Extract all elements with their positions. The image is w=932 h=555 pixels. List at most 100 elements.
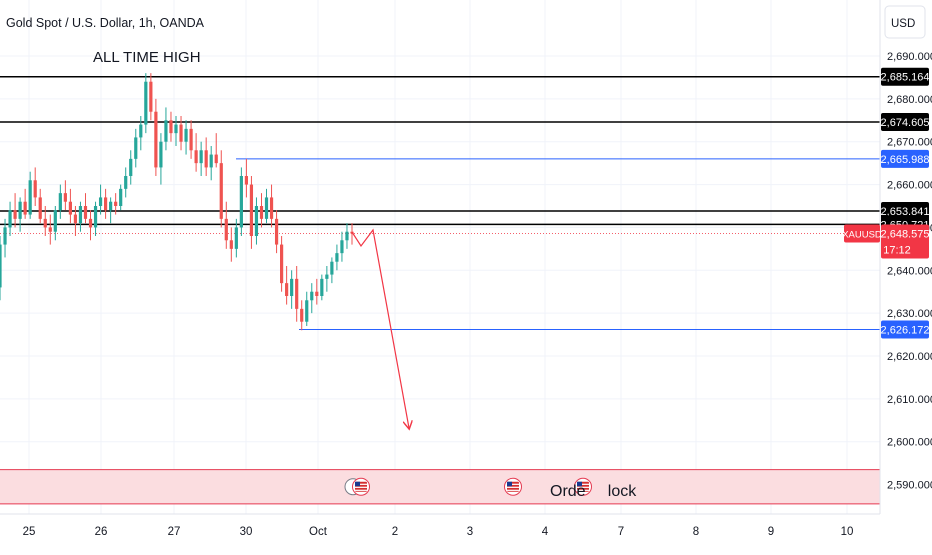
currency-button-label[interactable]: USD xyxy=(891,18,915,30)
candle-body xyxy=(295,279,298,309)
candle-body xyxy=(169,120,172,133)
last-price-tag-countdown: 17:12 xyxy=(883,245,911,257)
candle-body xyxy=(310,292,313,301)
candle-body xyxy=(109,202,112,211)
time-tick-label: 3 xyxy=(467,526,473,538)
candle-body xyxy=(290,279,293,296)
candle-body xyxy=(184,129,187,142)
candle-body xyxy=(119,189,122,206)
candle-body xyxy=(39,197,42,218)
order-block-label: Orde lock xyxy=(550,483,637,500)
candle-body xyxy=(94,206,97,227)
candle-body xyxy=(159,142,162,168)
price-tick-label: 2,670.000 xyxy=(887,137,932,149)
flag-icon-stripe xyxy=(355,487,367,488)
candle-body xyxy=(154,112,157,168)
candle-body xyxy=(164,120,167,141)
candle-body xyxy=(84,206,87,219)
time-tick-label: 26 xyxy=(95,526,108,538)
candle-body xyxy=(220,163,223,219)
candle-body xyxy=(300,309,303,322)
candle-body xyxy=(195,150,198,163)
symbol-title: Gold Spot / U.S. Dollar, 1h, OANDA xyxy=(6,16,205,30)
flag-icon-canton xyxy=(355,482,360,487)
candle-body xyxy=(3,227,6,244)
candle-body xyxy=(74,215,77,224)
candle-body xyxy=(104,197,107,210)
candle-body xyxy=(34,180,37,197)
candle-body xyxy=(13,210,16,219)
level-price-tag-label: 2,665.988 xyxy=(881,154,930,166)
candle-body xyxy=(280,245,283,284)
flag-icon-canton xyxy=(507,482,512,487)
candle-body xyxy=(235,227,238,248)
ticker-tag-label: XAUUSD xyxy=(842,230,882,241)
candle-body xyxy=(69,202,72,215)
candle-body xyxy=(8,210,11,227)
flag-icon-stripe xyxy=(355,490,367,491)
currency-button[interactable]: USD xyxy=(885,6,925,38)
candle-body xyxy=(144,82,147,125)
candle-body xyxy=(265,197,268,218)
candle-body xyxy=(179,125,182,142)
time-tick-label: 25 xyxy=(23,526,36,538)
candle-body xyxy=(215,155,218,164)
time-tick-label: Oct xyxy=(309,526,328,538)
candle-body xyxy=(225,219,228,240)
candle-body xyxy=(114,202,117,206)
price-tick-label: 2,620.000 xyxy=(887,351,932,363)
candle-body xyxy=(335,253,338,262)
candle-body xyxy=(200,150,203,163)
candle-body xyxy=(245,176,248,185)
price-tick-label: 2,640.000 xyxy=(887,265,932,277)
candle-body xyxy=(315,292,318,296)
time-tick-label: 7 xyxy=(618,526,624,538)
candle-body xyxy=(19,202,22,219)
price-tick-label: 2,590.000 xyxy=(887,480,932,492)
candle-body xyxy=(275,219,278,245)
candle-body xyxy=(139,125,142,138)
order-block-fill xyxy=(0,470,880,504)
candle-body xyxy=(205,150,208,167)
time-tick-label: 8 xyxy=(693,526,699,538)
candle-body xyxy=(134,137,137,158)
time-tick-label: 4 xyxy=(542,526,549,538)
candle-body xyxy=(174,125,177,134)
time-tick-label: 9 xyxy=(768,526,774,538)
candle-body xyxy=(250,185,253,236)
time-tick-label: 30 xyxy=(240,526,253,538)
candle-body xyxy=(99,197,102,206)
candle-body xyxy=(44,219,47,228)
price-tick-label: 2,630.000 xyxy=(887,308,932,320)
price-tick-label: 2,610.000 xyxy=(887,394,932,406)
candle-body xyxy=(49,227,52,231)
candle-body xyxy=(285,283,288,296)
candle-body xyxy=(24,202,27,215)
candle-body xyxy=(340,240,343,253)
level-price-tag-label: 2,674.605 xyxy=(881,117,930,129)
candle-body xyxy=(0,245,2,288)
candle-body xyxy=(210,155,213,168)
flag-icon-stripe xyxy=(507,487,519,488)
candle-body xyxy=(79,206,82,223)
candle-body xyxy=(29,180,32,214)
candle-body xyxy=(149,82,152,112)
all-time-high-label: ALL TIME HIGH xyxy=(93,49,201,66)
candle-body xyxy=(305,300,308,321)
candle-body xyxy=(124,176,127,189)
candle-body xyxy=(59,193,62,210)
candle-body xyxy=(64,193,67,202)
level-price-tag-label: 2,626.172 xyxy=(881,325,930,337)
level-price-tag-label: 2,685.164 xyxy=(881,72,930,84)
candle-body xyxy=(345,232,348,241)
price-tick-label: 2,690.000 xyxy=(887,51,932,63)
candle-body xyxy=(320,279,323,296)
candle-body xyxy=(54,210,57,231)
candle-body xyxy=(129,159,132,176)
last-price-tag-price: 2,648.575 xyxy=(881,229,930,241)
flag-icon-stripe xyxy=(507,490,519,491)
price-tick-label: 2,680.000 xyxy=(887,94,932,106)
